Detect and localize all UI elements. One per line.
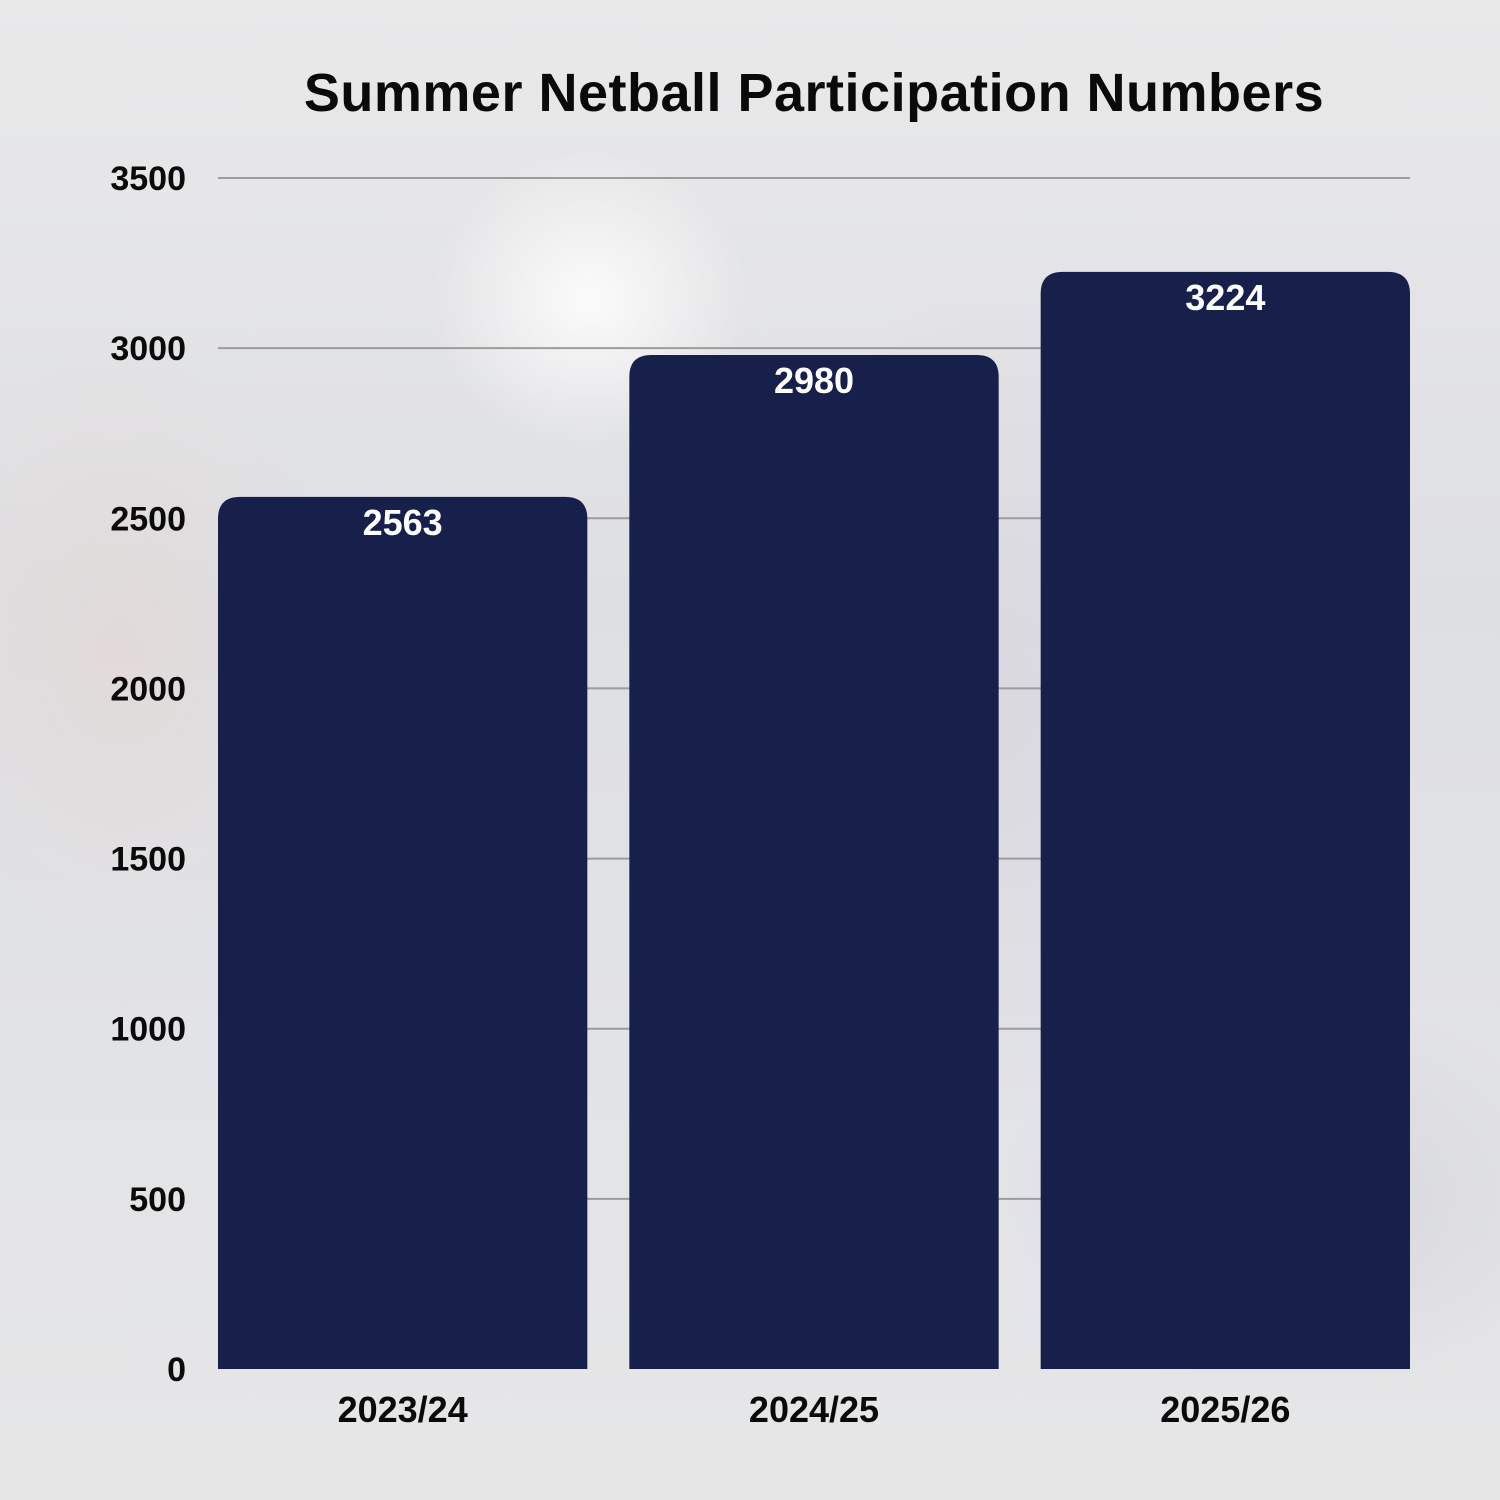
bar-2025-26 bbox=[1040, 271, 1410, 1370]
y-tick-label: 0 bbox=[167, 1351, 186, 1389]
y-tick-label: 1000 bbox=[110, 1011, 186, 1049]
x-tick-label: 2023/24 bbox=[338, 1389, 468, 1430]
bar-value-label: 3224 bbox=[1185, 277, 1265, 318]
x-tick-label: 2025/26 bbox=[1160, 1389, 1290, 1430]
data-labels: 2563 2980 3224 bbox=[363, 277, 1266, 543]
y-tick-label: 3000 bbox=[110, 330, 186, 368]
y-tick-label: 3500 bbox=[110, 160, 186, 198]
bar-2024-25 bbox=[629, 354, 999, 1369]
bars bbox=[218, 271, 1410, 1370]
bar-value-label: 2980 bbox=[774, 360, 854, 401]
x-axis-ticks: 2023/24 2024/25 2025/26 bbox=[338, 1389, 1291, 1430]
bar-2023-24 bbox=[218, 496, 588, 1369]
y-tick-label: 2000 bbox=[110, 670, 186, 708]
y-tick-label: 2500 bbox=[110, 500, 186, 538]
y-tick-label: 1500 bbox=[110, 841, 186, 879]
bar-value-label: 2563 bbox=[363, 502, 443, 543]
x-tick-label: 2024/25 bbox=[749, 1389, 879, 1430]
y-axis-ticks: 0 500 1000 1500 2000 2500 3000 3500 bbox=[110, 160, 186, 1389]
chart-title: Summer Netball Participation Numbers bbox=[303, 63, 1325, 123]
y-tick-label: 500 bbox=[129, 1181, 186, 1219]
